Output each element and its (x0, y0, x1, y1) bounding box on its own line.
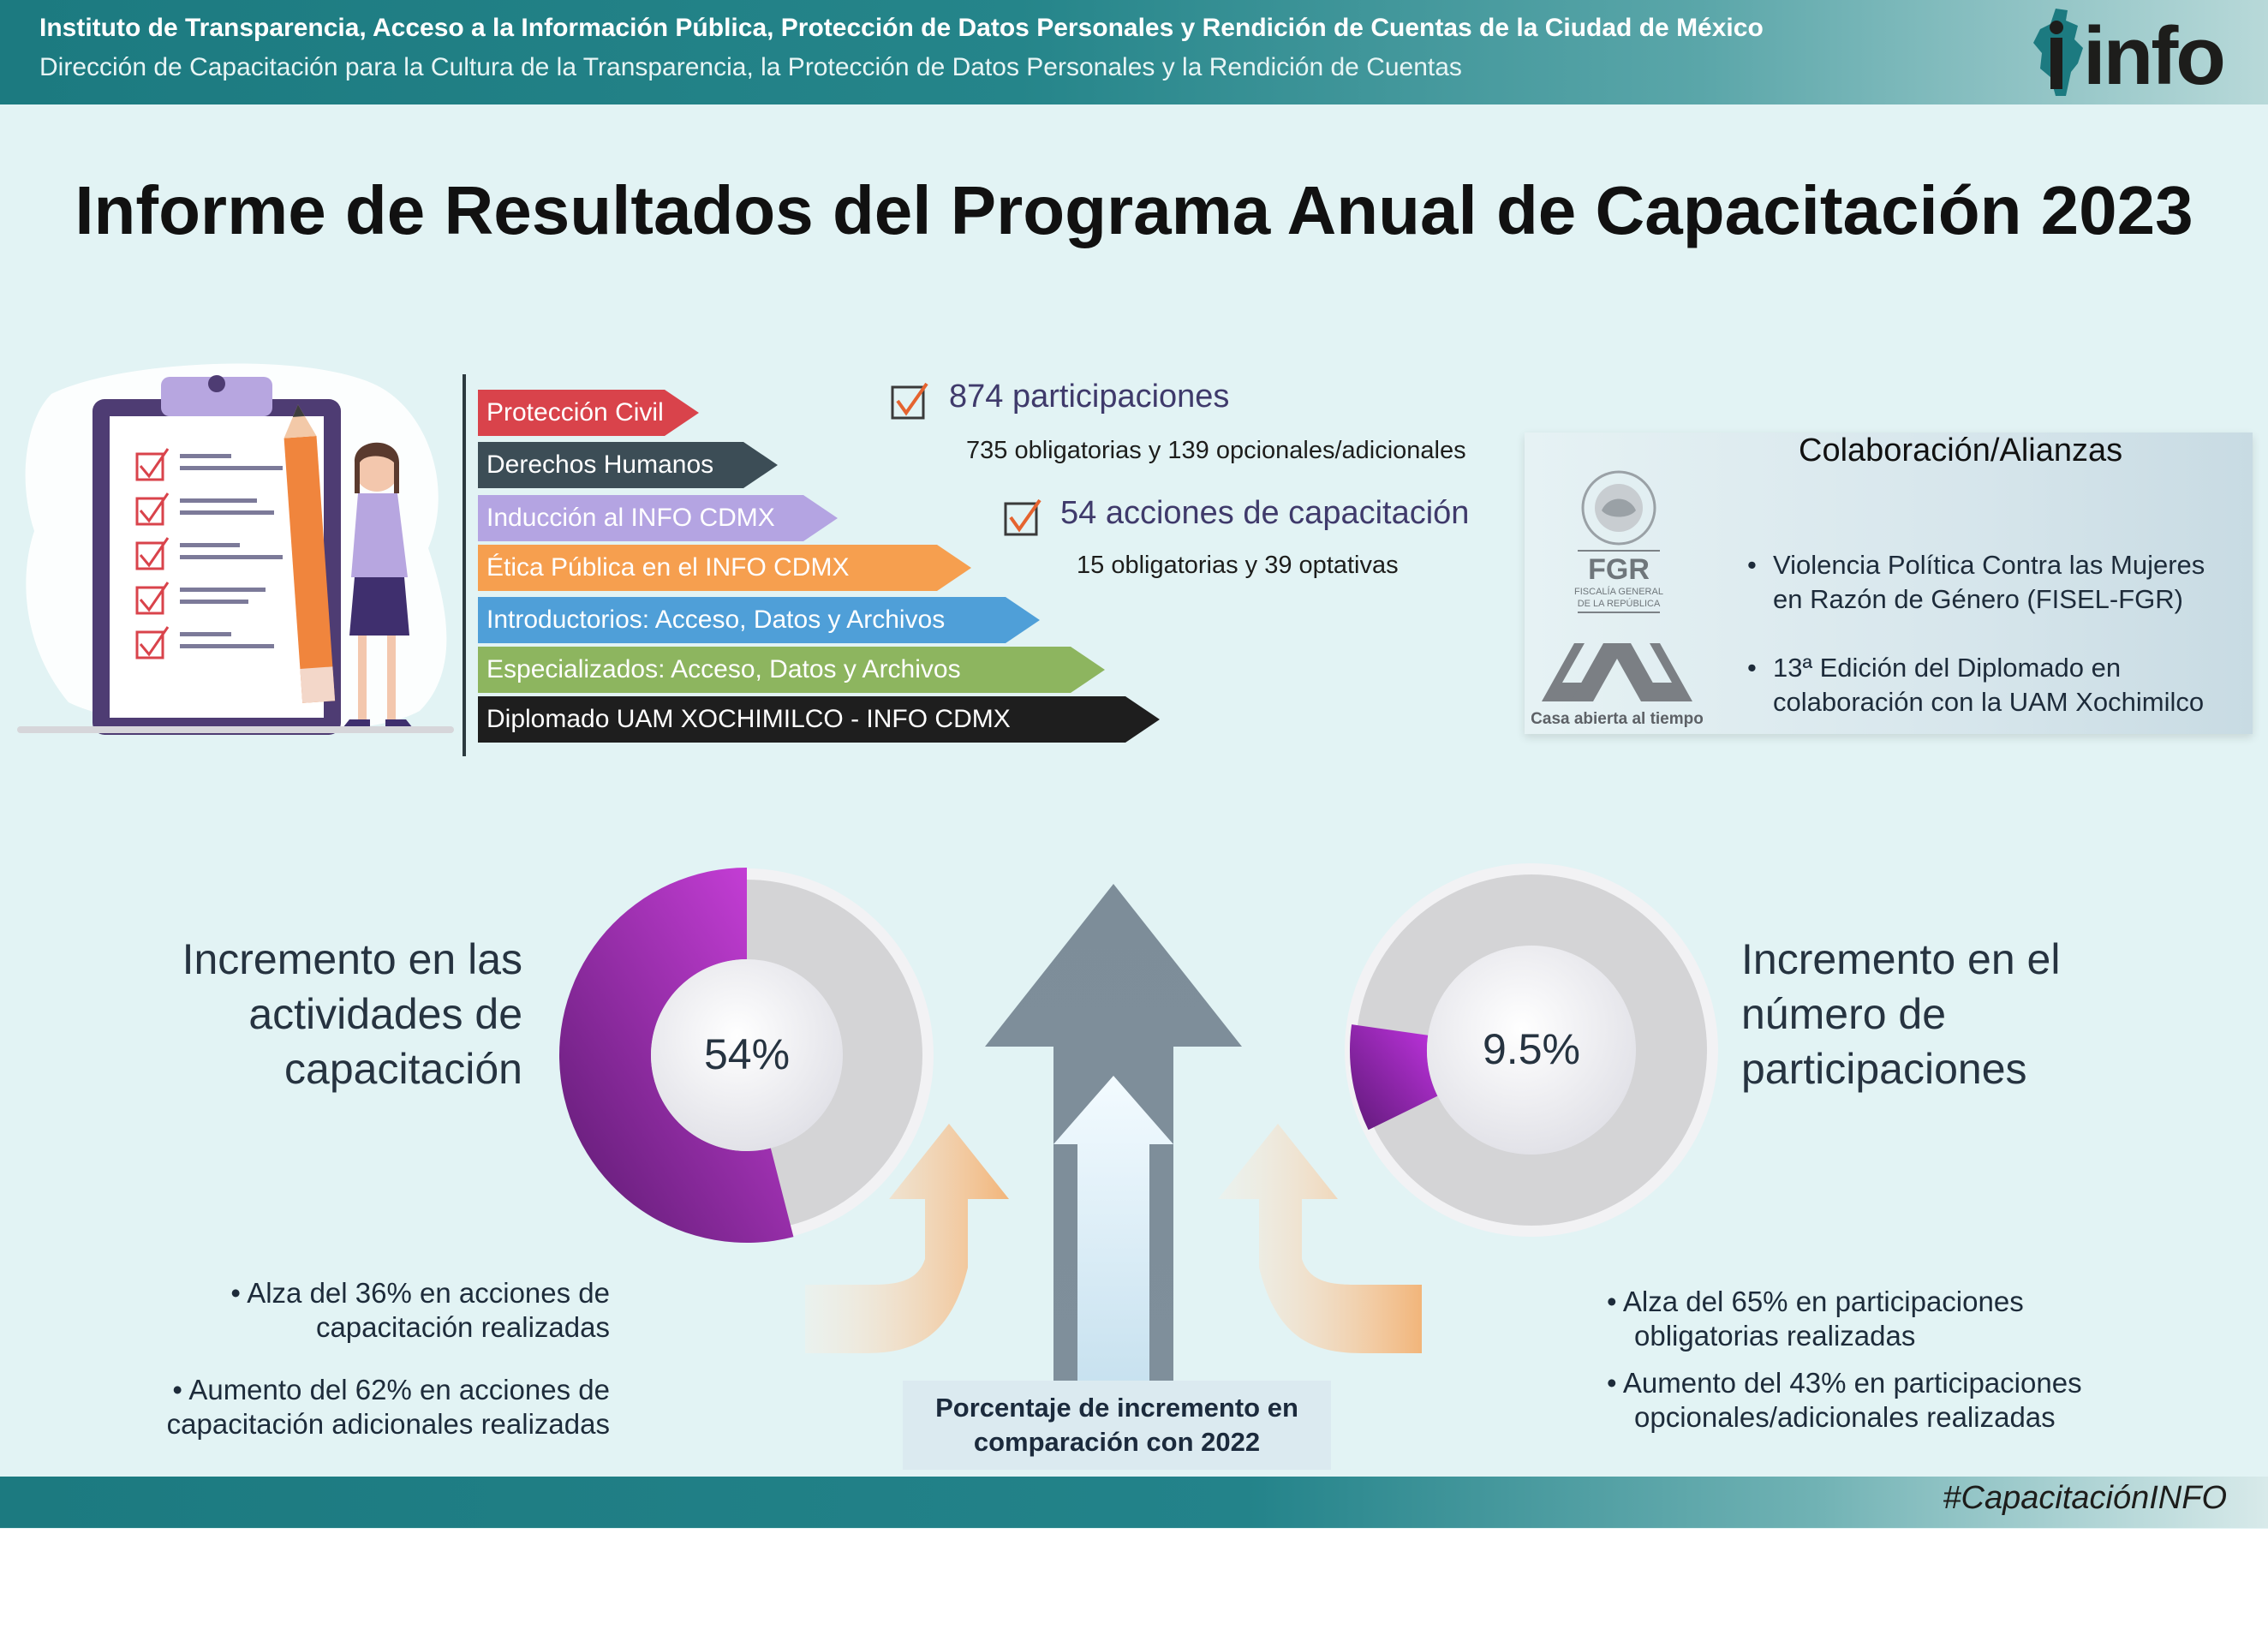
topics-divider (463, 374, 466, 756)
donut-segment (1350, 1024, 1438, 1131)
participations-increase-title: Incremento en el número de participaciones (1741, 935, 2061, 1093)
increase-arrows-graphic (805, 884, 1422, 1387)
participations-bullet: • Alza del 65% en participaciones obligat… (1607, 1286, 2024, 1352)
info-logo-text: info (2083, 10, 2226, 102)
donut-center (1427, 946, 1636, 1155)
page-title: Informe de Resultados del Programa Anual… (75, 172, 2193, 248)
header-institute-name: Instituto de Transparencia, Acceso a la … (39, 14, 1764, 42)
topic-tag: Ética Pública en el INFO CDMX (478, 545, 971, 591)
donut-segment (558, 868, 794, 1243)
left-curved-arrow-icon (805, 1124, 1009, 1353)
collaboration-item: • Violencia Política Contra las Mujeres en… (1747, 550, 2205, 614)
pencil-icon (284, 404, 336, 703)
woman-illustration (343, 442, 413, 728)
topic-tag: Diplomado UAM XOCHIMILCO - INFO CDMX (478, 696, 1160, 743)
uam-caption: Casa abierta al tiempo (1531, 710, 1703, 728)
activities-increase-percent: 54% (704, 1030, 791, 1078)
comparison-caption: Porcentaje de incremento en comparación c… (903, 1381, 1331, 1470)
participations-increase-percent: 9.5% (1483, 1025, 1580, 1073)
checklist-lines (180, 454, 283, 648)
donut-center (651, 959, 843, 1151)
collaboration-item: • 13ª Edición del Diplomado en colaboració… (1747, 653, 2205, 717)
info-logo (2033, 9, 2083, 96)
check-box-icon (891, 382, 928, 420)
small-arrow-up-icon (1053, 1076, 1173, 1387)
topic-tag: Inducción al INFO CDMX (478, 495, 838, 541)
activities-bullet: • Aumento del 62% en acciones de capacita… (166, 1374, 610, 1440)
topic-tag: Derechos Humanos (478, 442, 778, 488)
topic-tag: Introductorios: Acceso, Datos y Archivos (478, 597, 1040, 643)
participations-detail: 735 obligatorias y 139 opcionales/adicio… (966, 437, 1466, 464)
fgr-sub-1: FISCALÍA GENERAL (1574, 586, 1663, 597)
clipboard-illustration (17, 363, 454, 735)
participations-increase-donut (1345, 863, 1718, 1237)
header-bar (0, 0, 2268, 104)
footer-bar (0, 1477, 2268, 1528)
activities-increase-donut (558, 868, 934, 1243)
collaboration-title: Colaboración/Alianzas (1799, 433, 2123, 468)
topic-tag: Protección Civil (478, 390, 699, 436)
participations-stat: 874 participaciones (949, 379, 1230, 415)
fgr-sub-2: DE LA REPÚBLICA (1578, 598, 1661, 609)
uam-logo: Casa abierta al tiempo (1531, 643, 1703, 728)
participations-bullet: • Aumento del 43% en participaciones opci… (1607, 1367, 2082, 1433)
check-box-icon (1004, 498, 1041, 536)
fgr-text: FGR (1588, 553, 1650, 586)
training-actions-stat: 54 acciones de capacitación (1060, 495, 1470, 531)
fgr-logo: FGR FISCALÍA GENERAL DE LA REPÚBLICA (1574, 470, 1663, 613)
infographic-canvas: Instituto de Transparencia, Acceso a la … (0, 0, 2268, 1529)
topic-tag: Especializados: Acceso, Datos y Archivos (478, 647, 1105, 693)
activities-increase-title: Incremento en las actividades de capacitac… (182, 935, 522, 1093)
checklist-icons (135, 448, 170, 659)
right-curved-arrow-icon (1218, 1124, 1422, 1353)
footer-hashtag: #CapacitaciónINFO (1943, 1480, 2227, 1516)
activities-bullet: • Alza del 36% en acciones de capacitació… (230, 1277, 610, 1343)
clipboard-clip (161, 377, 272, 416)
training-actions-detail: 15 obligatorias y 39 optativas (1077, 552, 1399, 579)
header-department-name: Dirección de Capacitación para la Cultur… (39, 53, 1462, 81)
mexican-seal-icon (1581, 470, 1656, 546)
